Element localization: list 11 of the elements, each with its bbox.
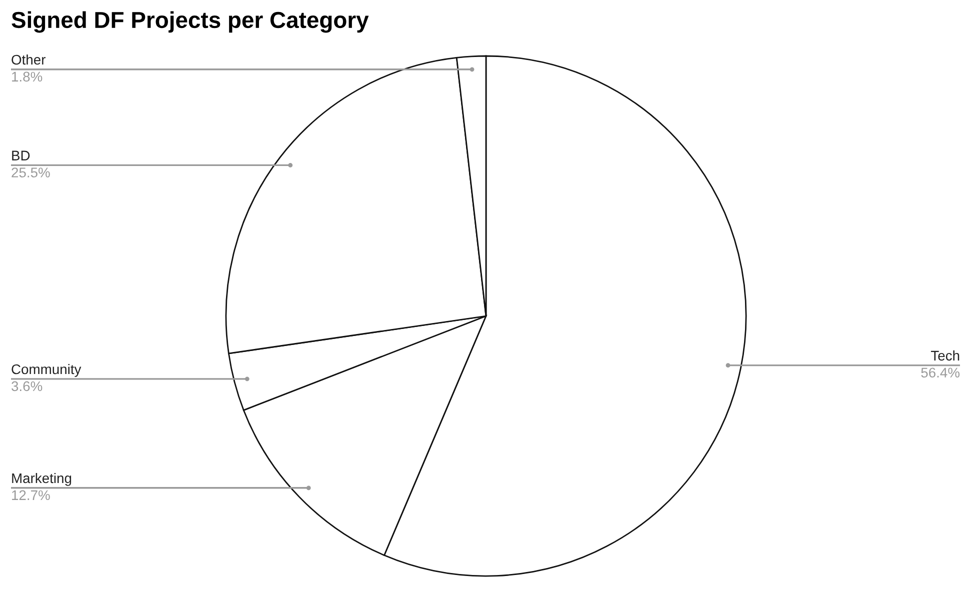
slice-label: BD bbox=[12, 150, 30, 160]
data-label: 25.5% bbox=[12, 168, 50, 178]
slice-label: Tech bbox=[930, 350, 960, 361]
data-label: 3.6% bbox=[12, 381, 42, 392]
slice-label: Community bbox=[12, 364, 82, 377]
data-label: 56.4% bbox=[921, 368, 960, 378]
data-label: 12.7% bbox=[12, 490, 50, 500]
slice-label: Marketing bbox=[12, 472, 72, 486]
chart-title: Signed DF Projects per Category bbox=[12, 11, 369, 33]
data-label: 1.8% bbox=[12, 72, 42, 82]
slice-label: Other bbox=[12, 54, 46, 65]
